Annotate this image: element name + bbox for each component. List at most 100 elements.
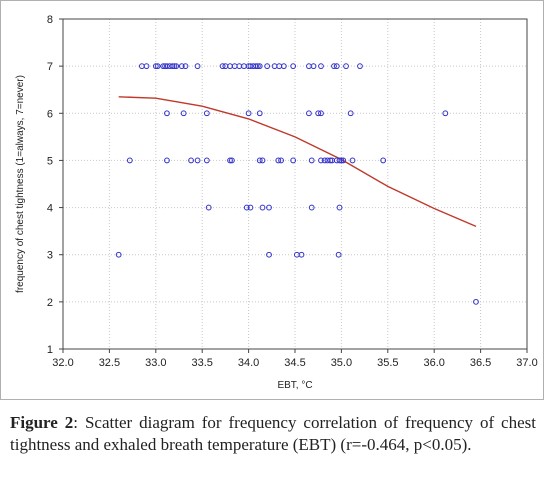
data-point [266, 251, 272, 258]
y-axis-ticks: 1 2 3 4 5 6 7 8 [47, 14, 63, 356]
data-point [203, 110, 210, 117]
y-tick-label: 6 [47, 108, 53, 120]
data-point [347, 110, 354, 117]
data-point [298, 251, 305, 258]
y-tick-label: 4 [47, 203, 53, 215]
data-point [349, 157, 356, 164]
data-point [194, 157, 201, 164]
data-point [264, 63, 271, 70]
data-point [247, 204, 254, 211]
data-point [194, 63, 201, 70]
data-point [293, 251, 300, 258]
data-point [442, 110, 449, 117]
data-point [178, 63, 185, 70]
x-tick-label: 34.5 [284, 357, 305, 369]
data-point [154, 63, 161, 70]
data-point [243, 204, 250, 211]
data-point [188, 157, 194, 164]
caption-text: : Scatter diagram for frequency correlat… [10, 413, 536, 454]
data-point [256, 157, 263, 164]
y-tick-label: 3 [47, 250, 53, 262]
figure-caption: Figure 2: Scatter diagram for frequency … [10, 412, 536, 456]
data-point [160, 63, 167, 70]
data-point [266, 204, 272, 211]
x-tick-label: 33.5 [191, 357, 212, 369]
x-tick-label: 35.0 [331, 357, 352, 369]
data-point [306, 110, 312, 117]
data-point [310, 63, 317, 70]
y-tick-label: 8 [47, 14, 53, 26]
y-axis-title: frequency of chest tightness (1=always, … [15, 75, 26, 293]
y-tick-label: 1 [47, 344, 53, 356]
data-point [115, 251, 122, 258]
x-tick-label: 35.5 [377, 357, 398, 369]
y-tick-label: 2 [47, 297, 53, 309]
data-point [228, 157, 235, 164]
chart-frame: 32.0 32.5 33.0 33.5 34.0 34.5 35.0 35.5 36.0 36.5… [0, 0, 544, 400]
data-point [380, 157, 387, 164]
data-point [335, 251, 342, 258]
data-point [259, 204, 266, 211]
data-points [115, 63, 479, 305]
data-point [126, 157, 133, 164]
data-point [182, 63, 189, 70]
data-point [308, 157, 315, 164]
data-point [338, 157, 345, 164]
data-point [152, 63, 159, 70]
x-tick-label: 32.5 [99, 357, 120, 369]
data-point [259, 157, 266, 164]
data-point [205, 204, 212, 211]
data-point [280, 63, 287, 70]
x-tick-label: 37.0 [516, 357, 537, 369]
x-tick-label: 32.0 [52, 357, 73, 369]
data-point [333, 63, 340, 70]
data-point [306, 63, 312, 70]
data-point [290, 157, 297, 164]
data-point [318, 110, 324, 117]
data-point [340, 157, 347, 164]
x-tick-label: 36.5 [470, 357, 491, 369]
data-point [256, 63, 263, 70]
data-point [290, 63, 297, 70]
data-point [254, 63, 261, 70]
scatter-plot: 32.0 32.5 33.0 33.5 34.0 34.5 35.0 35.5 36.0 36.5… [15, 14, 538, 391]
data-point [169, 63, 176, 70]
data-point [164, 63, 170, 70]
data-point [203, 157, 210, 164]
data-point [331, 63, 337, 70]
data-point [245, 110, 252, 117]
data-point [315, 110, 322, 117]
data-point [143, 63, 150, 70]
data-point [171, 63, 178, 70]
data-point [318, 157, 324, 164]
x-axis-title: EBT, °C [277, 380, 312, 391]
data-point [227, 157, 233, 164]
x-tick-label: 36.0 [423, 357, 444, 369]
data-point [247, 63, 254, 70]
data-point [336, 157, 343, 164]
y-tick-label: 7 [47, 61, 53, 73]
y-tick-label: 5 [47, 155, 53, 167]
data-point [275, 157, 282, 164]
data-point [164, 110, 170, 117]
data-point [357, 63, 363, 70]
data-point [173, 63, 180, 70]
figure-label: Figure 2 [10, 413, 74, 432]
data-point [308, 204, 315, 211]
data-point [336, 204, 343, 211]
data-point [253, 63, 259, 70]
data-point [256, 110, 263, 117]
x-axis-ticks: 32.0 32.5 33.0 33.5 34.0 34.5 35.0 35.5 36.0 36.5… [52, 349, 538, 369]
data-point [327, 157, 334, 164]
regression-fit-line [118, 96, 477, 228]
data-point [318, 63, 324, 70]
data-point [164, 157, 170, 164]
x-tick-label: 34.0 [238, 357, 259, 369]
data-point [180, 110, 187, 117]
data-point [219, 63, 226, 70]
grid-lines [62, 18, 528, 350]
x-tick-label: 33.0 [145, 357, 166, 369]
data-point [343, 63, 349, 70]
data-point [473, 298, 479, 305]
data-point [321, 157, 328, 164]
